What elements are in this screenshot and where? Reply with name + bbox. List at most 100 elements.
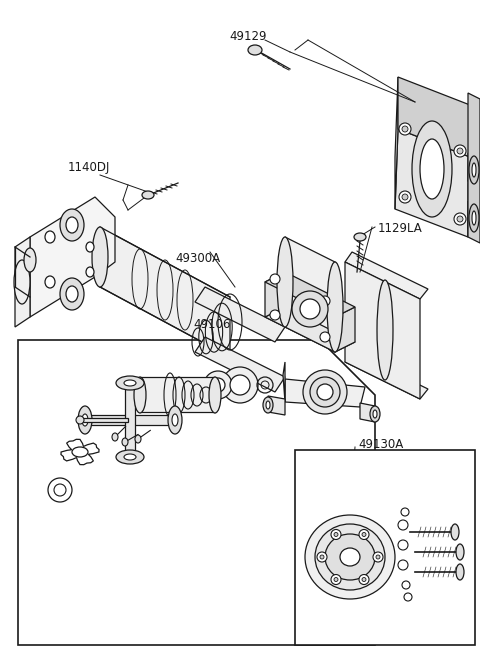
Ellipse shape: [325, 534, 375, 580]
Text: 1140DJ: 1140DJ: [68, 160, 110, 173]
Ellipse shape: [362, 578, 366, 581]
Ellipse shape: [116, 376, 144, 390]
Ellipse shape: [359, 574, 369, 585]
Ellipse shape: [270, 310, 280, 320]
Ellipse shape: [76, 416, 84, 424]
Ellipse shape: [320, 296, 330, 306]
Ellipse shape: [456, 544, 464, 560]
Ellipse shape: [292, 291, 328, 327]
Ellipse shape: [399, 191, 411, 203]
Ellipse shape: [354, 233, 366, 241]
Ellipse shape: [320, 332, 330, 342]
Ellipse shape: [399, 123, 411, 135]
Polygon shape: [140, 377, 215, 412]
Ellipse shape: [451, 524, 459, 540]
Ellipse shape: [359, 530, 369, 539]
Polygon shape: [335, 307, 355, 352]
Ellipse shape: [310, 377, 340, 407]
Ellipse shape: [457, 216, 463, 222]
Text: 49130A: 49130A: [358, 438, 403, 451]
Text: 49300A: 49300A: [175, 252, 220, 265]
Ellipse shape: [263, 397, 273, 413]
Ellipse shape: [469, 156, 479, 184]
Ellipse shape: [78, 406, 92, 434]
Ellipse shape: [362, 532, 366, 537]
Ellipse shape: [60, 209, 84, 241]
Ellipse shape: [124, 380, 136, 386]
Ellipse shape: [86, 242, 94, 252]
Polygon shape: [100, 227, 230, 357]
Ellipse shape: [222, 367, 258, 403]
Ellipse shape: [112, 433, 118, 441]
Ellipse shape: [66, 286, 78, 302]
Polygon shape: [395, 77, 398, 209]
Polygon shape: [468, 201, 480, 235]
Polygon shape: [345, 252, 428, 299]
Polygon shape: [345, 352, 428, 399]
Polygon shape: [265, 272, 285, 317]
Ellipse shape: [317, 384, 333, 400]
Ellipse shape: [300, 299, 320, 319]
Polygon shape: [468, 93, 480, 243]
Polygon shape: [360, 403, 375, 422]
Ellipse shape: [412, 121, 452, 217]
Polygon shape: [285, 379, 365, 407]
Ellipse shape: [331, 530, 341, 539]
Ellipse shape: [116, 450, 144, 464]
Ellipse shape: [277, 237, 293, 327]
Polygon shape: [265, 307, 355, 352]
Ellipse shape: [420, 139, 444, 199]
Ellipse shape: [472, 211, 476, 225]
Ellipse shape: [370, 406, 380, 422]
Text: 49129: 49129: [229, 30, 267, 43]
Ellipse shape: [66, 217, 78, 233]
Polygon shape: [15, 237, 30, 327]
Ellipse shape: [456, 564, 464, 580]
Polygon shape: [268, 396, 285, 415]
Ellipse shape: [24, 248, 36, 272]
Polygon shape: [195, 337, 285, 392]
Ellipse shape: [320, 555, 324, 559]
Polygon shape: [468, 153, 480, 187]
Ellipse shape: [305, 515, 395, 599]
Ellipse shape: [82, 414, 88, 426]
Ellipse shape: [317, 552, 327, 562]
Ellipse shape: [266, 401, 270, 409]
Text: 1129LA: 1129LA: [378, 223, 423, 235]
Ellipse shape: [334, 532, 338, 537]
Ellipse shape: [168, 406, 182, 434]
Ellipse shape: [124, 454, 136, 460]
Ellipse shape: [142, 191, 154, 199]
Ellipse shape: [45, 276, 55, 288]
Ellipse shape: [454, 213, 466, 225]
Ellipse shape: [457, 148, 463, 154]
Polygon shape: [80, 418, 128, 422]
Polygon shape: [398, 77, 470, 157]
Ellipse shape: [454, 145, 466, 157]
Ellipse shape: [331, 574, 341, 585]
Polygon shape: [285, 237, 335, 352]
Ellipse shape: [211, 378, 225, 392]
Ellipse shape: [45, 231, 55, 243]
Ellipse shape: [327, 262, 343, 352]
Ellipse shape: [204, 371, 232, 399]
Ellipse shape: [373, 410, 377, 418]
Ellipse shape: [14, 260, 30, 304]
Polygon shape: [30, 197, 115, 317]
Ellipse shape: [270, 274, 280, 284]
Polygon shape: [395, 129, 470, 237]
Ellipse shape: [402, 126, 408, 132]
Polygon shape: [125, 383, 135, 457]
Polygon shape: [195, 287, 285, 342]
Ellipse shape: [209, 377, 221, 413]
Ellipse shape: [340, 548, 360, 566]
Polygon shape: [468, 105, 470, 237]
Polygon shape: [295, 450, 475, 645]
Ellipse shape: [373, 552, 383, 562]
Ellipse shape: [469, 204, 479, 232]
Polygon shape: [345, 262, 420, 399]
Ellipse shape: [230, 375, 250, 395]
Ellipse shape: [334, 578, 338, 581]
Polygon shape: [85, 415, 175, 425]
Polygon shape: [283, 362, 285, 402]
